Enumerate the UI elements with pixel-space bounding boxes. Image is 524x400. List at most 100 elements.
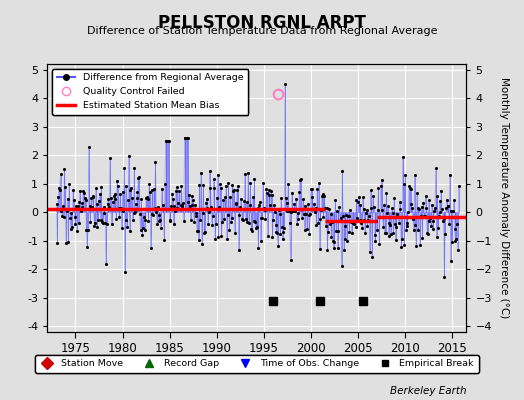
Point xyxy=(84,227,92,234)
Point xyxy=(200,229,209,236)
Point xyxy=(404,208,412,215)
Point xyxy=(241,171,249,177)
Point xyxy=(168,191,176,197)
Point xyxy=(219,197,227,203)
Point xyxy=(129,210,138,216)
Point xyxy=(288,190,296,196)
Point xyxy=(146,189,154,195)
Point xyxy=(379,224,387,231)
Point xyxy=(238,215,246,222)
Point xyxy=(158,186,166,192)
Point xyxy=(282,200,291,206)
Point xyxy=(111,195,119,202)
Point xyxy=(433,193,442,199)
Point xyxy=(222,183,231,189)
Point xyxy=(131,208,139,215)
Point xyxy=(151,159,160,165)
Point xyxy=(359,206,368,212)
Point xyxy=(107,221,116,228)
Point xyxy=(396,206,405,212)
Point xyxy=(197,169,205,176)
Point xyxy=(194,236,203,243)
Point xyxy=(62,208,71,214)
Point xyxy=(403,220,412,226)
Point xyxy=(204,221,212,227)
Point xyxy=(232,199,240,206)
Point xyxy=(156,217,165,224)
Point xyxy=(367,204,376,211)
Point xyxy=(287,208,296,215)
Point xyxy=(362,210,370,216)
Point xyxy=(180,135,189,141)
Point xyxy=(320,192,329,199)
Point xyxy=(347,230,356,237)
Point xyxy=(166,218,174,224)
Point xyxy=(341,223,349,230)
Point xyxy=(402,226,410,233)
Point xyxy=(424,197,433,203)
Point xyxy=(187,217,195,223)
Point xyxy=(92,224,101,230)
Point xyxy=(305,231,313,238)
Point xyxy=(398,235,406,242)
Point xyxy=(231,230,239,236)
Point xyxy=(215,204,223,210)
Point xyxy=(124,197,132,203)
Point xyxy=(343,237,351,244)
Point xyxy=(269,217,277,224)
Point xyxy=(375,240,384,247)
Point xyxy=(306,211,314,217)
Point xyxy=(358,225,366,232)
Point xyxy=(301,203,310,210)
Point xyxy=(61,184,69,191)
Point xyxy=(179,200,187,207)
Point xyxy=(97,184,105,190)
Point xyxy=(385,220,394,226)
Point xyxy=(307,186,315,192)
Point xyxy=(428,202,436,208)
Point xyxy=(123,224,132,230)
Point xyxy=(289,206,298,213)
Point xyxy=(358,194,367,201)
Point xyxy=(167,202,176,209)
Point xyxy=(256,238,265,244)
Point xyxy=(332,228,340,234)
Point xyxy=(198,241,206,247)
Point xyxy=(374,185,383,192)
Point xyxy=(338,168,346,174)
Point xyxy=(177,202,185,208)
Point xyxy=(54,184,63,191)
Point xyxy=(155,218,163,224)
Point xyxy=(265,187,274,194)
Point xyxy=(366,187,375,193)
Point xyxy=(184,198,193,205)
Point xyxy=(150,186,158,192)
Point xyxy=(337,263,346,269)
Point xyxy=(211,235,220,242)
Point xyxy=(271,222,280,228)
Point xyxy=(226,194,234,200)
Point xyxy=(59,203,67,209)
Point xyxy=(435,198,444,204)
Point xyxy=(281,195,290,201)
Point xyxy=(409,216,417,222)
Point xyxy=(170,203,179,209)
Point xyxy=(243,219,252,225)
Point xyxy=(63,196,72,202)
Point xyxy=(381,230,390,236)
Point xyxy=(394,213,402,220)
Point xyxy=(99,220,107,226)
Point xyxy=(193,228,201,234)
Point xyxy=(192,213,201,220)
Point xyxy=(205,168,214,174)
Point xyxy=(95,198,103,204)
Point xyxy=(214,234,223,240)
Point xyxy=(366,248,374,255)
Point xyxy=(230,187,238,193)
Point xyxy=(292,221,301,228)
Point xyxy=(272,228,280,235)
Point xyxy=(88,204,96,210)
Point xyxy=(196,217,204,224)
Point xyxy=(172,184,181,190)
Point xyxy=(300,227,309,234)
